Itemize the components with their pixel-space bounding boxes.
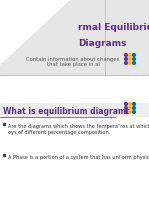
- Polygon shape: [0, 0, 70, 65]
- Text: A Phase is a portion of a system that has uniʿorm physical and chemical characte: A Phase is a portion of a system that ha…: [8, 155, 149, 160]
- Circle shape: [133, 62, 135, 64]
- Circle shape: [129, 58, 131, 60]
- Text: Contain information about changes
that take place in al: Contain information about changes that t…: [26, 57, 120, 67]
- Circle shape: [125, 54, 127, 56]
- Circle shape: [129, 107, 131, 109]
- FancyBboxPatch shape: [0, 0, 149, 75]
- Text: Are the diagrams which shows the temperaʺres at which phase changes takes place : Are the diagrams which shows the tempera…: [8, 124, 149, 135]
- Circle shape: [129, 111, 131, 113]
- Circle shape: [129, 54, 131, 56]
- Circle shape: [129, 62, 131, 64]
- Circle shape: [129, 103, 131, 105]
- FancyBboxPatch shape: [0, 75, 149, 198]
- Circle shape: [125, 58, 127, 60]
- Circle shape: [125, 62, 127, 64]
- FancyBboxPatch shape: [0, 103, 149, 117]
- Text: Diagrams: Diagrams: [78, 39, 127, 49]
- Circle shape: [125, 107, 127, 109]
- Text: rmal Equilibrium: rmal Equilibrium: [78, 24, 149, 32]
- Circle shape: [125, 111, 127, 113]
- Circle shape: [133, 111, 135, 113]
- Circle shape: [133, 58, 135, 60]
- Circle shape: [125, 103, 127, 105]
- Circle shape: [133, 54, 135, 56]
- Text: What is equilibrium diagrams: What is equilibrium diagrams: [3, 107, 130, 115]
- Circle shape: [133, 107, 135, 109]
- Circle shape: [133, 103, 135, 105]
